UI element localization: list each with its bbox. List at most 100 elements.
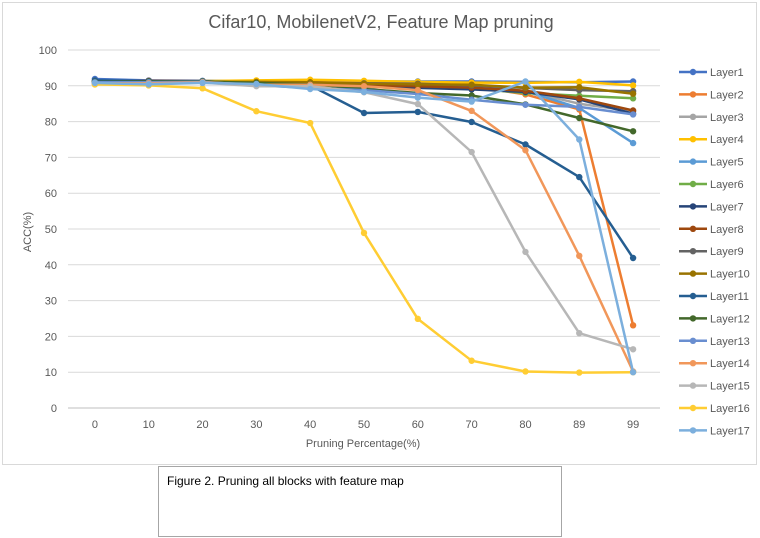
data-point — [253, 80, 260, 88]
x-tick-label: 80 — [519, 419, 531, 431]
legend-label: Layer6 — [710, 179, 744, 191]
data-point — [576, 329, 583, 337]
data-point — [522, 147, 529, 154]
series-line — [94, 81, 634, 351]
data-point — [522, 78, 529, 85]
data-point — [360, 229, 368, 237]
x-tick-label: 20 — [196, 419, 208, 431]
data-point — [468, 148, 475, 156]
legend-swatch-marker — [689, 404, 697, 412]
legend-item: Layer13 — [679, 336, 750, 348]
data-point — [629, 346, 637, 353]
x-tick-label: 60 — [412, 419, 424, 431]
data-point — [522, 84, 529, 91]
legend-label: Layer10 — [710, 269, 750, 281]
legend-swatch-marker — [689, 68, 697, 76]
x-tick-label: 50 — [358, 419, 370, 431]
y-tick-label: 40 — [45, 260, 57, 272]
gridlines — [68, 49, 660, 409]
data-point — [199, 85, 206, 92]
legend-swatch-marker — [689, 113, 697, 121]
series-layer14 — [91, 79, 637, 375]
data-point — [576, 252, 583, 260]
data-point — [576, 369, 583, 376]
legend-swatch-marker — [689, 136, 697, 143]
data-point — [629, 90, 637, 97]
data-point — [360, 88, 368, 96]
y-tick-label: 10 — [45, 367, 57, 379]
data-point — [468, 357, 475, 364]
legend-swatch-marker — [689, 337, 697, 344]
legend-label: Layer12 — [710, 313, 750, 325]
legend-label: Layer7 — [710, 201, 744, 213]
y-tick-label: 50 — [45, 224, 57, 236]
legend-item: Layer6 — [679, 179, 744, 191]
series-layer15 — [91, 79, 637, 353]
data-point — [629, 369, 637, 376]
y-tick-label: 60 — [45, 188, 57, 200]
data-point — [576, 173, 583, 181]
figure-caption: Figure 2. Pruning all blocks with featur… — [167, 474, 404, 488]
y-axis-ticks: 0 10 20 30 40 50 60 70 80 90 100 — [39, 45, 57, 415]
data-point — [199, 79, 206, 87]
y-tick-label: 30 — [45, 296, 57, 308]
x-tick-label: 0 — [92, 419, 98, 431]
data-point — [360, 109, 368, 117]
legend-item: Layer9 — [679, 246, 744, 258]
data-point — [414, 81, 422, 88]
data-point — [306, 119, 314, 127]
legend-item: Layer2 — [679, 89, 744, 101]
data-point — [522, 368, 529, 375]
figure-caption-box: Figure 2. Pruning all blocks with featur… — [158, 466, 562, 537]
legend-swatch-marker — [689, 270, 697, 277]
legend-item: Layer16 — [679, 403, 750, 415]
x-tick-label: 30 — [250, 419, 262, 431]
legend-item: Layer3 — [679, 112, 744, 124]
legend-swatch-marker — [689, 180, 697, 188]
legend-label: Layer11 — [710, 291, 749, 303]
series-line — [94, 80, 635, 373]
legend-item: Layer17 — [679, 425, 750, 437]
x-tick-label: 10 — [143, 419, 155, 431]
y-tick-label: 80 — [45, 117, 57, 129]
chart-title: Cifar10, MobilenetV2, Feature Map prunin… — [208, 12, 553, 32]
y-tick-label: 100 — [39, 45, 57, 57]
legend-label: Layer5 — [710, 157, 744, 169]
legend-item: Layer7 — [679, 201, 744, 213]
data-point — [414, 108, 422, 116]
series-line — [94, 80, 635, 373]
data-point — [576, 78, 583, 86]
data-point — [306, 85, 314, 93]
data-point — [576, 114, 583, 122]
legend: Layer1 Layer2 Layer3 Layer4 Layer5 Layer6 Laye… — [679, 67, 750, 437]
data-point — [629, 111, 637, 118]
data-point — [576, 136, 583, 143]
legend-item: Layer8 — [679, 224, 744, 236]
legend-label: Layer13 — [710, 336, 750, 348]
series-lines — [91, 75, 637, 376]
data-point — [576, 103, 583, 111]
data-point — [522, 248, 529, 256]
data-point — [91, 79, 99, 87]
x-axis-ticks: 0 10 20 30 40 50 60 70 80 89 99 — [92, 419, 639, 431]
legend-item: Layer11 — [679, 291, 749, 303]
data-point — [468, 118, 475, 126]
data-point — [253, 108, 260, 115]
legend-item: Layer15 — [679, 381, 750, 393]
x-tick-label: 40 — [304, 419, 316, 431]
legend-label: Layer15 — [710, 381, 750, 393]
legend-label: Layer4 — [710, 134, 744, 146]
legend-swatch-marker — [689, 360, 697, 367]
x-tick-label: 70 — [466, 419, 478, 431]
series-layer17 — [91, 78, 637, 376]
legend-label: Layer17 — [710, 425, 750, 437]
data-point — [629, 128, 637, 135]
legend-item: Layer12 — [679, 313, 750, 325]
data-point — [414, 94, 422, 101]
legend-item: Layer5 — [679, 157, 744, 169]
data-point — [145, 81, 152, 88]
data-point — [522, 141, 529, 148]
y-tick-label: 70 — [45, 152, 57, 164]
legend-item: Layer1 — [679, 67, 744, 79]
legend-item: Layer4 — [679, 134, 744, 146]
